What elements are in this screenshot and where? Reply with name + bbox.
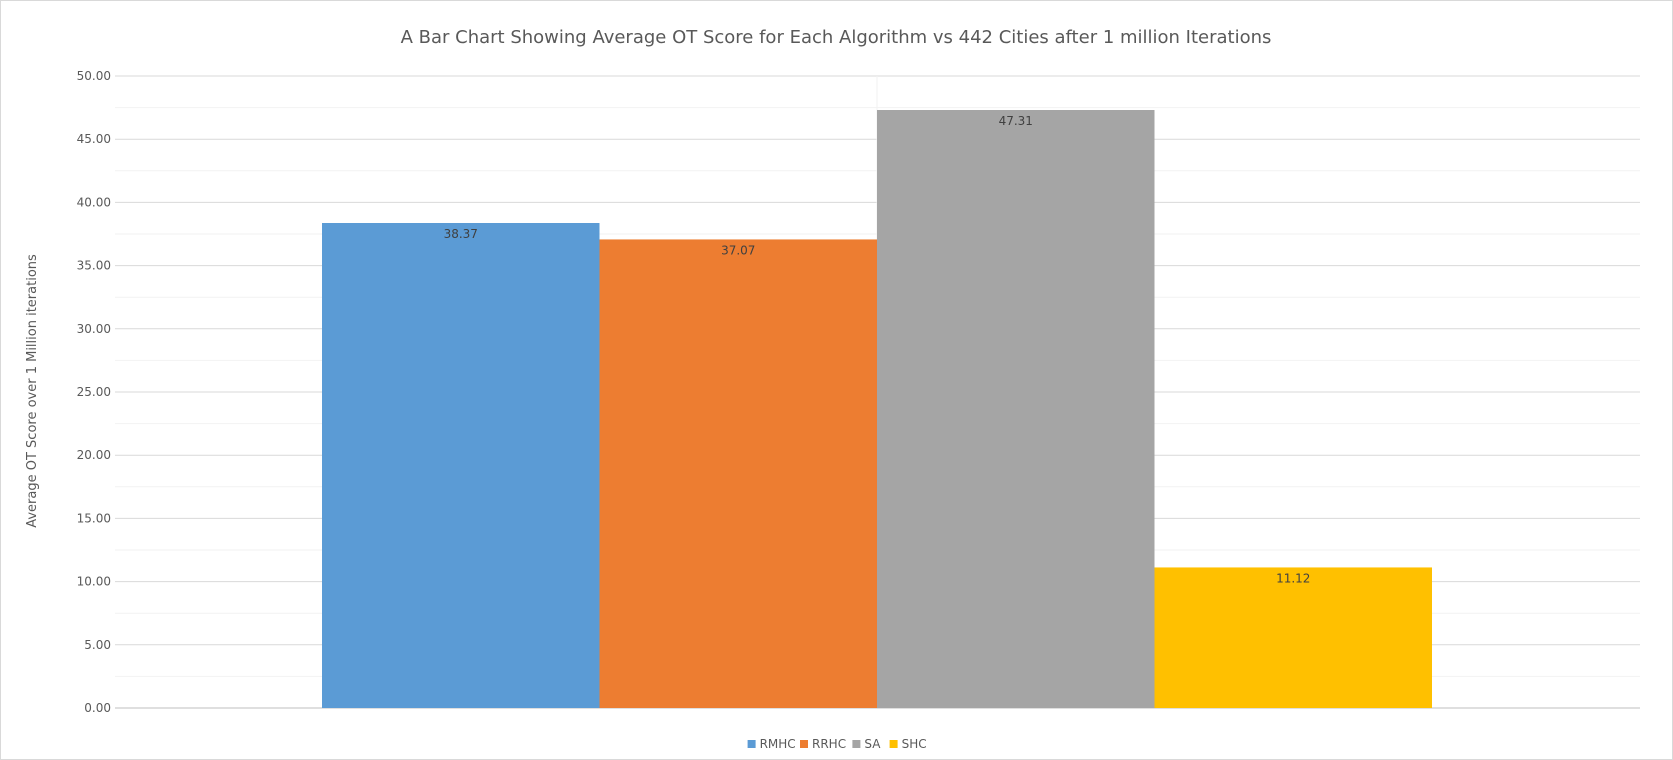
legend-swatch-rmhc	[747, 740, 756, 748]
y-tick-label: 30.00	[77, 322, 111, 336]
legend-label-rrhc: RRHC	[812, 737, 846, 751]
data-labels: 38.37 37.07 47.31 11.12	[444, 114, 1311, 585]
bar-sa	[877, 110, 1155, 709]
y-axis-label: Average OT Score over 1 Million iteratio…	[25, 254, 40, 528]
data-label-shc: 11.12	[1276, 571, 1310, 585]
y-tick-label: 45.00	[77, 132, 111, 146]
legend-label-rmhc: RMHC	[760, 737, 796, 751]
data-label-sa: 47.31	[999, 114, 1033, 128]
legend-swatch-rrhc	[800, 740, 808, 748]
legend-swatch-shc	[889, 740, 898, 748]
legend-swatch-sa	[852, 740, 861, 748]
y-tick-label: 25.00	[77, 385, 111, 399]
y-tick-label: 40.00	[77, 195, 111, 209]
legend-label-sa: SA	[864, 737, 881, 751]
y-tick-label: 5.00	[84, 638, 111, 652]
y-tick-label: 35.00	[77, 259, 111, 273]
bar-rrhc	[599, 239, 877, 709]
legend[interactable]: RMHC RRHC SA SHC	[747, 737, 927, 751]
y-tick-label: 50.00	[77, 69, 111, 83]
bars	[322, 110, 1432, 709]
data-label-rmhc: 38.37	[444, 227, 478, 241]
bar-shc	[1154, 567, 1432, 708]
y-tick-label: 15.00	[77, 511, 111, 525]
y-tick-label: 10.00	[77, 575, 111, 589]
y-tick-label: 0.00	[84, 701, 111, 715]
legend-label-shc: SHC	[902, 737, 927, 751]
bar-rmhc	[322, 223, 600, 708]
data-label-rrhc: 37.07	[721, 243, 755, 257]
y-tick-label: 20.00	[77, 448, 111, 462]
y-axis-ticks: 0.00 5.00 10.00 15.00 20.00 25.00 30.00 35.00 40…	[77, 69, 111, 715]
chart-title: A Bar Chart Showing Average OT Score for…	[401, 27, 1272, 48]
